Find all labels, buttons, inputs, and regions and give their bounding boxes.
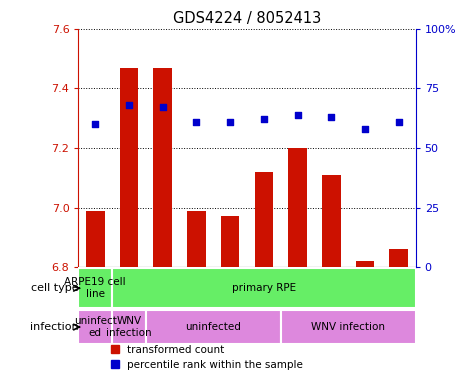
Bar bbox=[86, 210, 104, 267]
Bar bbox=[356, 261, 374, 267]
Point bbox=[294, 111, 302, 118]
Text: uninfect
ed: uninfect ed bbox=[74, 316, 117, 338]
Bar bbox=[78, 268, 112, 308]
Bar bbox=[221, 217, 239, 267]
Point bbox=[328, 114, 335, 120]
Bar bbox=[281, 310, 416, 344]
Title: GDS4224 / 8052413: GDS4224 / 8052413 bbox=[173, 11, 321, 26]
Bar bbox=[322, 175, 341, 267]
Text: WNV
infection: WNV infection bbox=[106, 316, 152, 338]
Point bbox=[159, 104, 166, 111]
Bar bbox=[187, 210, 206, 267]
Text: cell type: cell type bbox=[31, 283, 78, 293]
Text: WNV infection: WNV infection bbox=[311, 322, 385, 332]
Point bbox=[226, 119, 234, 125]
Point bbox=[395, 119, 403, 125]
Text: primary RPE: primary RPE bbox=[232, 283, 296, 293]
Text: infection: infection bbox=[30, 322, 78, 332]
Point bbox=[193, 119, 200, 125]
Point bbox=[260, 116, 268, 122]
Point bbox=[91, 121, 99, 127]
Bar bbox=[390, 249, 408, 267]
Point bbox=[361, 126, 369, 132]
Text: uninfected: uninfected bbox=[185, 322, 241, 332]
Bar bbox=[120, 68, 138, 267]
Bar bbox=[288, 148, 307, 267]
Bar bbox=[255, 172, 273, 267]
Legend: transformed count, percentile rank within the sample: transformed count, percentile rank withi… bbox=[111, 345, 303, 370]
Text: ARPE19 cell
line: ARPE19 cell line bbox=[65, 277, 126, 299]
Bar bbox=[146, 310, 281, 344]
Bar bbox=[112, 310, 146, 344]
Bar bbox=[78, 310, 112, 344]
Point bbox=[125, 102, 133, 108]
Bar bbox=[153, 68, 172, 267]
